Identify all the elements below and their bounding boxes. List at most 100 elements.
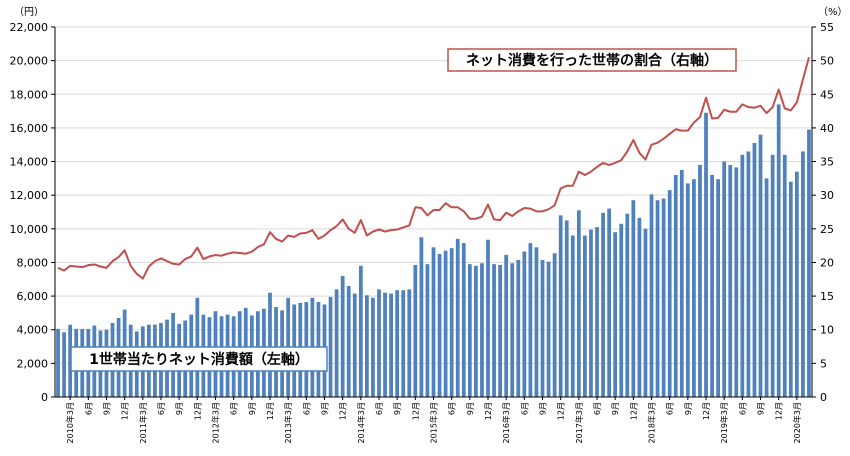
x-tick-label: 9月 <box>175 402 184 415</box>
bar <box>474 265 478 397</box>
bar <box>395 290 400 397</box>
bar <box>601 212 605 397</box>
bar <box>807 129 811 397</box>
bar <box>419 237 424 397</box>
bar <box>788 181 793 397</box>
bar <box>358 265 363 397</box>
y-left-tick-label: 10,000 <box>10 223 49 236</box>
bar <box>576 210 581 397</box>
x-tick-label: 9月 <box>466 402 475 415</box>
legend-bar-label: 1世帯当たりネット消費額（左軸） <box>89 351 309 368</box>
x-tick-label: 6月 <box>302 402 311 415</box>
bar <box>425 264 430 397</box>
x-tick-label: 6月 <box>738 402 747 415</box>
bar <box>570 235 575 397</box>
bar <box>334 289 339 397</box>
bar <box>685 183 690 397</box>
bar <box>371 297 375 397</box>
x-tick-label: 2019年3月 <box>719 402 729 443</box>
y-left-tick-label: 2,000 <box>17 357 49 370</box>
y-right-tick-label: 10 <box>820 324 834 337</box>
x-axis: 2010年3月 6月 9月 12月 2011年3月 6月 9月 12月 2012年3月 6月 9月 1… <box>65 397 802 443</box>
x-tick-label: 12月 <box>193 402 202 420</box>
bar <box>340 275 345 397</box>
y-left-tick-label: 16,000 <box>10 122 49 135</box>
x-tick-label: 12月 <box>339 402 348 420</box>
y-left-tick-label: 4,000 <box>17 324 49 337</box>
x-tick-label: 12月 <box>411 402 420 420</box>
bar <box>510 263 515 397</box>
x-tick-label: 9月 <box>684 402 693 415</box>
bar <box>740 154 745 397</box>
y-left-tick-label: 6,000 <box>17 290 49 303</box>
y-axis-right: 0 5 10 15 20 25 30 35 40 45 50 55 <box>812 21 834 404</box>
bar <box>637 217 642 397</box>
y-left-tick-label: 8,000 <box>17 256 49 269</box>
x-tick-label: 2010年3月 <box>65 402 75 443</box>
legend-line-label: ネット消費を行った世帯の割合（右軸） <box>466 52 718 69</box>
bar <box>62 332 66 397</box>
bar <box>401 290 406 397</box>
bar <box>377 289 381 397</box>
bar <box>268 292 272 397</box>
bar <box>365 295 369 397</box>
x-tick-label: 2012年3月 <box>210 402 220 443</box>
bar <box>661 198 666 397</box>
x-tick-label: 6月 <box>157 402 166 415</box>
bar <box>564 220 569 397</box>
bar <box>801 151 805 397</box>
legend-bar-box <box>70 346 328 372</box>
bar <box>443 250 448 397</box>
bar <box>764 178 769 397</box>
y-left-tick-label: 22,000 <box>10 21 49 34</box>
legend-line-box <box>447 48 737 72</box>
bar <box>498 264 502 397</box>
bar <box>722 161 727 397</box>
bar <box>595 227 599 397</box>
bar <box>431 247 436 397</box>
x-tick-label: 12月 <box>557 402 566 420</box>
bar <box>522 251 527 397</box>
bar <box>643 228 648 397</box>
bar <box>710 175 714 397</box>
y-axis-left: 0 2,000 4,000 6,000 8,000 10,000 12,000 14,000 1… <box>10 21 55 404</box>
bar <box>449 248 454 397</box>
bar <box>667 190 672 397</box>
bar <box>389 293 393 397</box>
bar <box>728 164 733 397</box>
x-tick-label: 12月 <box>629 402 638 420</box>
bar <box>716 179 721 397</box>
bar <box>758 134 763 398</box>
bar <box>455 238 460 397</box>
bar <box>698 164 702 397</box>
bar <box>328 296 333 397</box>
bar <box>655 200 660 397</box>
y-left-unit: （円） <box>14 6 44 18</box>
y-left-tick-label: 0 <box>41 391 48 404</box>
bar <box>413 264 418 397</box>
legend-line: ネット消費を行った世帯の割合（右軸） <box>447 48 737 72</box>
y-left-tick-label: 12,000 <box>10 189 49 202</box>
y-right-tick-label: 20 <box>820 256 834 269</box>
x-tick-label: 2014年3月 <box>356 402 366 443</box>
y-right-tick-label: 30 <box>820 189 834 202</box>
y-left-tick-label: 18,000 <box>10 88 49 101</box>
x-tick-label: 6月 <box>593 402 602 415</box>
x-tick-label: 2017年3月 <box>574 402 584 443</box>
bar <box>782 154 787 397</box>
y-right-unit: （%） <box>818 6 848 18</box>
bar <box>607 208 612 397</box>
x-tick-label: 6月 <box>84 402 93 415</box>
bar <box>346 286 351 397</box>
bar <box>546 261 551 397</box>
x-tick-label: 6月 <box>520 402 529 415</box>
y-right-tick-label: 45 <box>820 88 834 101</box>
x-tick-label: 9月 <box>102 402 111 415</box>
bar <box>558 215 563 397</box>
x-tick-label: 9月 <box>611 402 620 415</box>
bar <box>552 253 557 397</box>
bar <box>407 289 412 397</box>
x-tick-label: 9月 <box>539 402 548 415</box>
x-tick-label: 12月 <box>775 402 784 420</box>
bar <box>437 254 442 397</box>
